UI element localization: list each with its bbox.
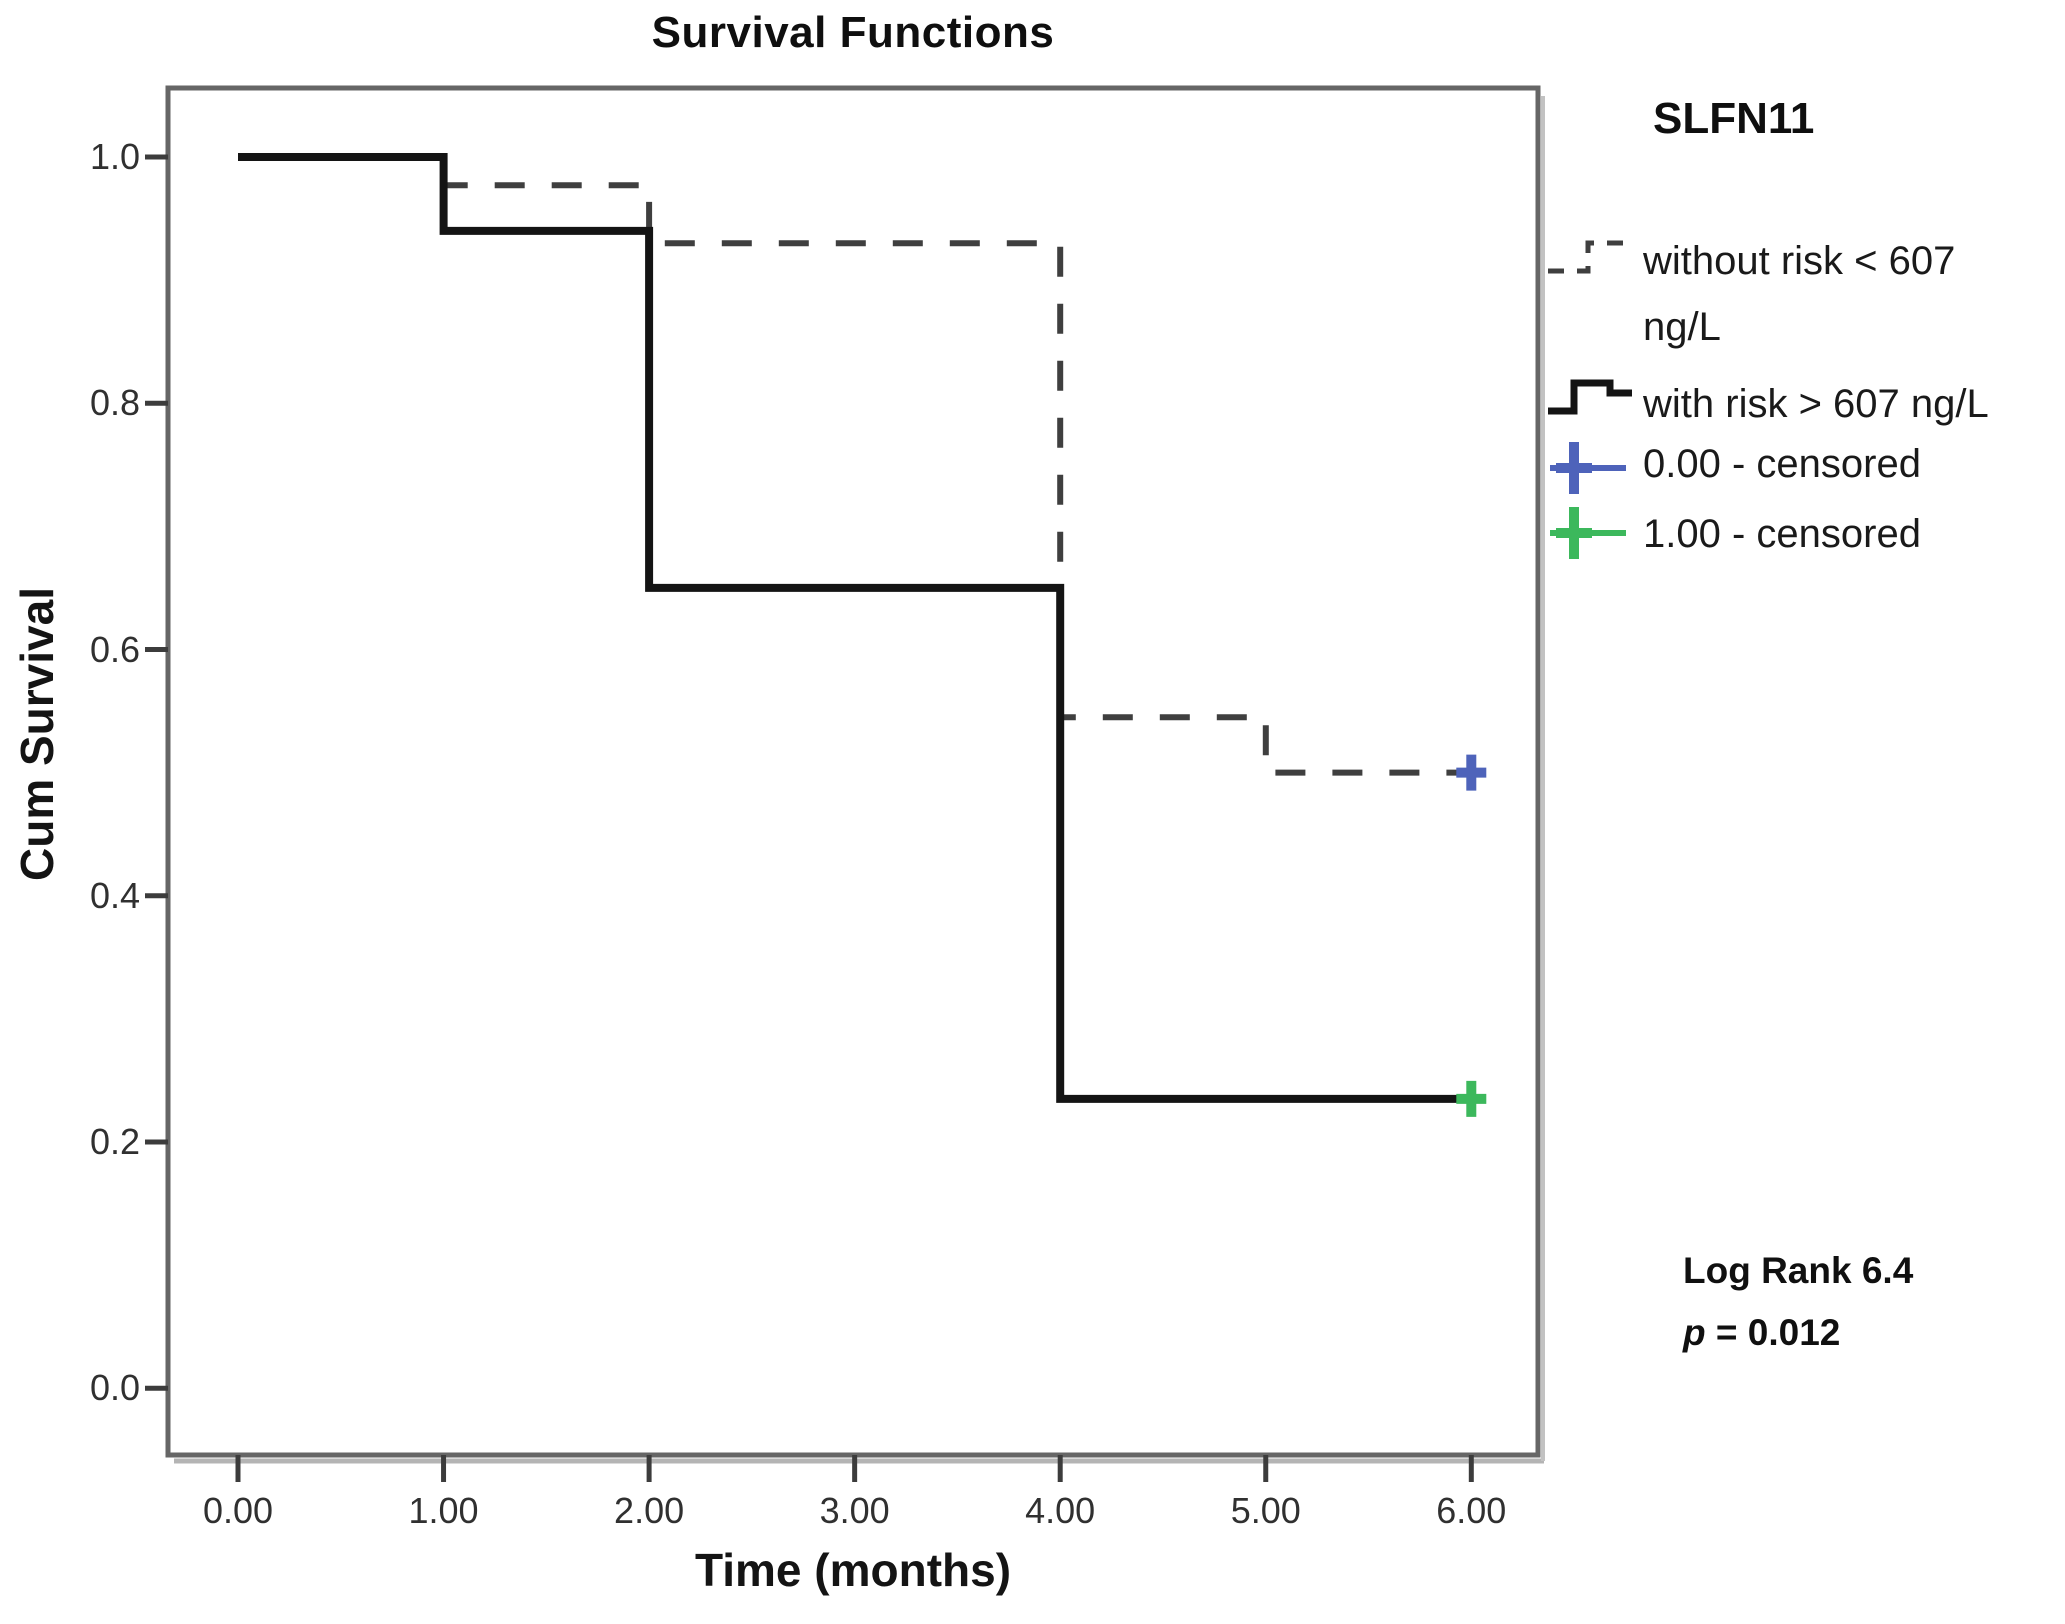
- page-title: Survival Functions: [651, 8, 1055, 57]
- y-tick-label: 0.2: [89, 1121, 140, 1162]
- x-tick-label: 4.00: [1025, 1490, 1096, 1531]
- legend-entry-label: 1.00 - censored: [1643, 512, 1921, 556]
- legend-sample-dashed: [1548, 240, 1632, 274]
- censored-plus-marker: [1456, 1080, 1487, 1117]
- plot-frame: [165, 85, 1541, 1458]
- x-tick-label: 5.00: [1230, 1490, 1301, 1531]
- x-axis-title: Time (months): [694, 1544, 1012, 1596]
- x-tick-label: 1.00: [408, 1490, 479, 1531]
- p-value-text: = 0.012: [1705, 1312, 1841, 1353]
- legend-sample-solid: [1548, 379, 1632, 415]
- p-value-line: p = 0.012: [1683, 1302, 1913, 1364]
- solid-survival-curve: [238, 153, 1472, 1103]
- y-tick-label: 1.0: [89, 136, 140, 177]
- p-symbol: p: [1683, 1312, 1706, 1353]
- x-tick-label: 3.00: [819, 1490, 890, 1531]
- legend-title: SLFN11: [1653, 94, 1815, 143]
- dashed-survival-curve: [238, 154, 1472, 776]
- y-tick-label: 0.0: [89, 1367, 140, 1409]
- legend-entry-label: with risk > 607 ng/L: [1643, 382, 1989, 426]
- x-tick-label: 2.00: [614, 1490, 685, 1531]
- y-axis-title: Cum Survival: [11, 587, 63, 881]
- y-tick-label: 0.6: [89, 628, 140, 670]
- y-tick-label: 0.4: [89, 874, 140, 916]
- legend-sample-plus: [1550, 507, 1626, 559]
- censored-plus-marker: [1456, 754, 1487, 791]
- legend-entry-label: without risk < 607 ng/L: [1643, 239, 1956, 349]
- legend-sample-plus: [1550, 442, 1626, 494]
- x-tick-label: 0.00: [202, 1490, 274, 1531]
- y-tick-label: 0.8: [89, 382, 140, 424]
- log-rank-annotation: Log Rank 6.4 p = 0.012: [1683, 1240, 1913, 1364]
- log-rank-text: Log Rank 6.4: [1683, 1250, 1914, 1291]
- legend-entry-label: 0.00 - censored: [1643, 442, 1921, 486]
- x-tick-label: 6.00: [1436, 1490, 1507, 1531]
